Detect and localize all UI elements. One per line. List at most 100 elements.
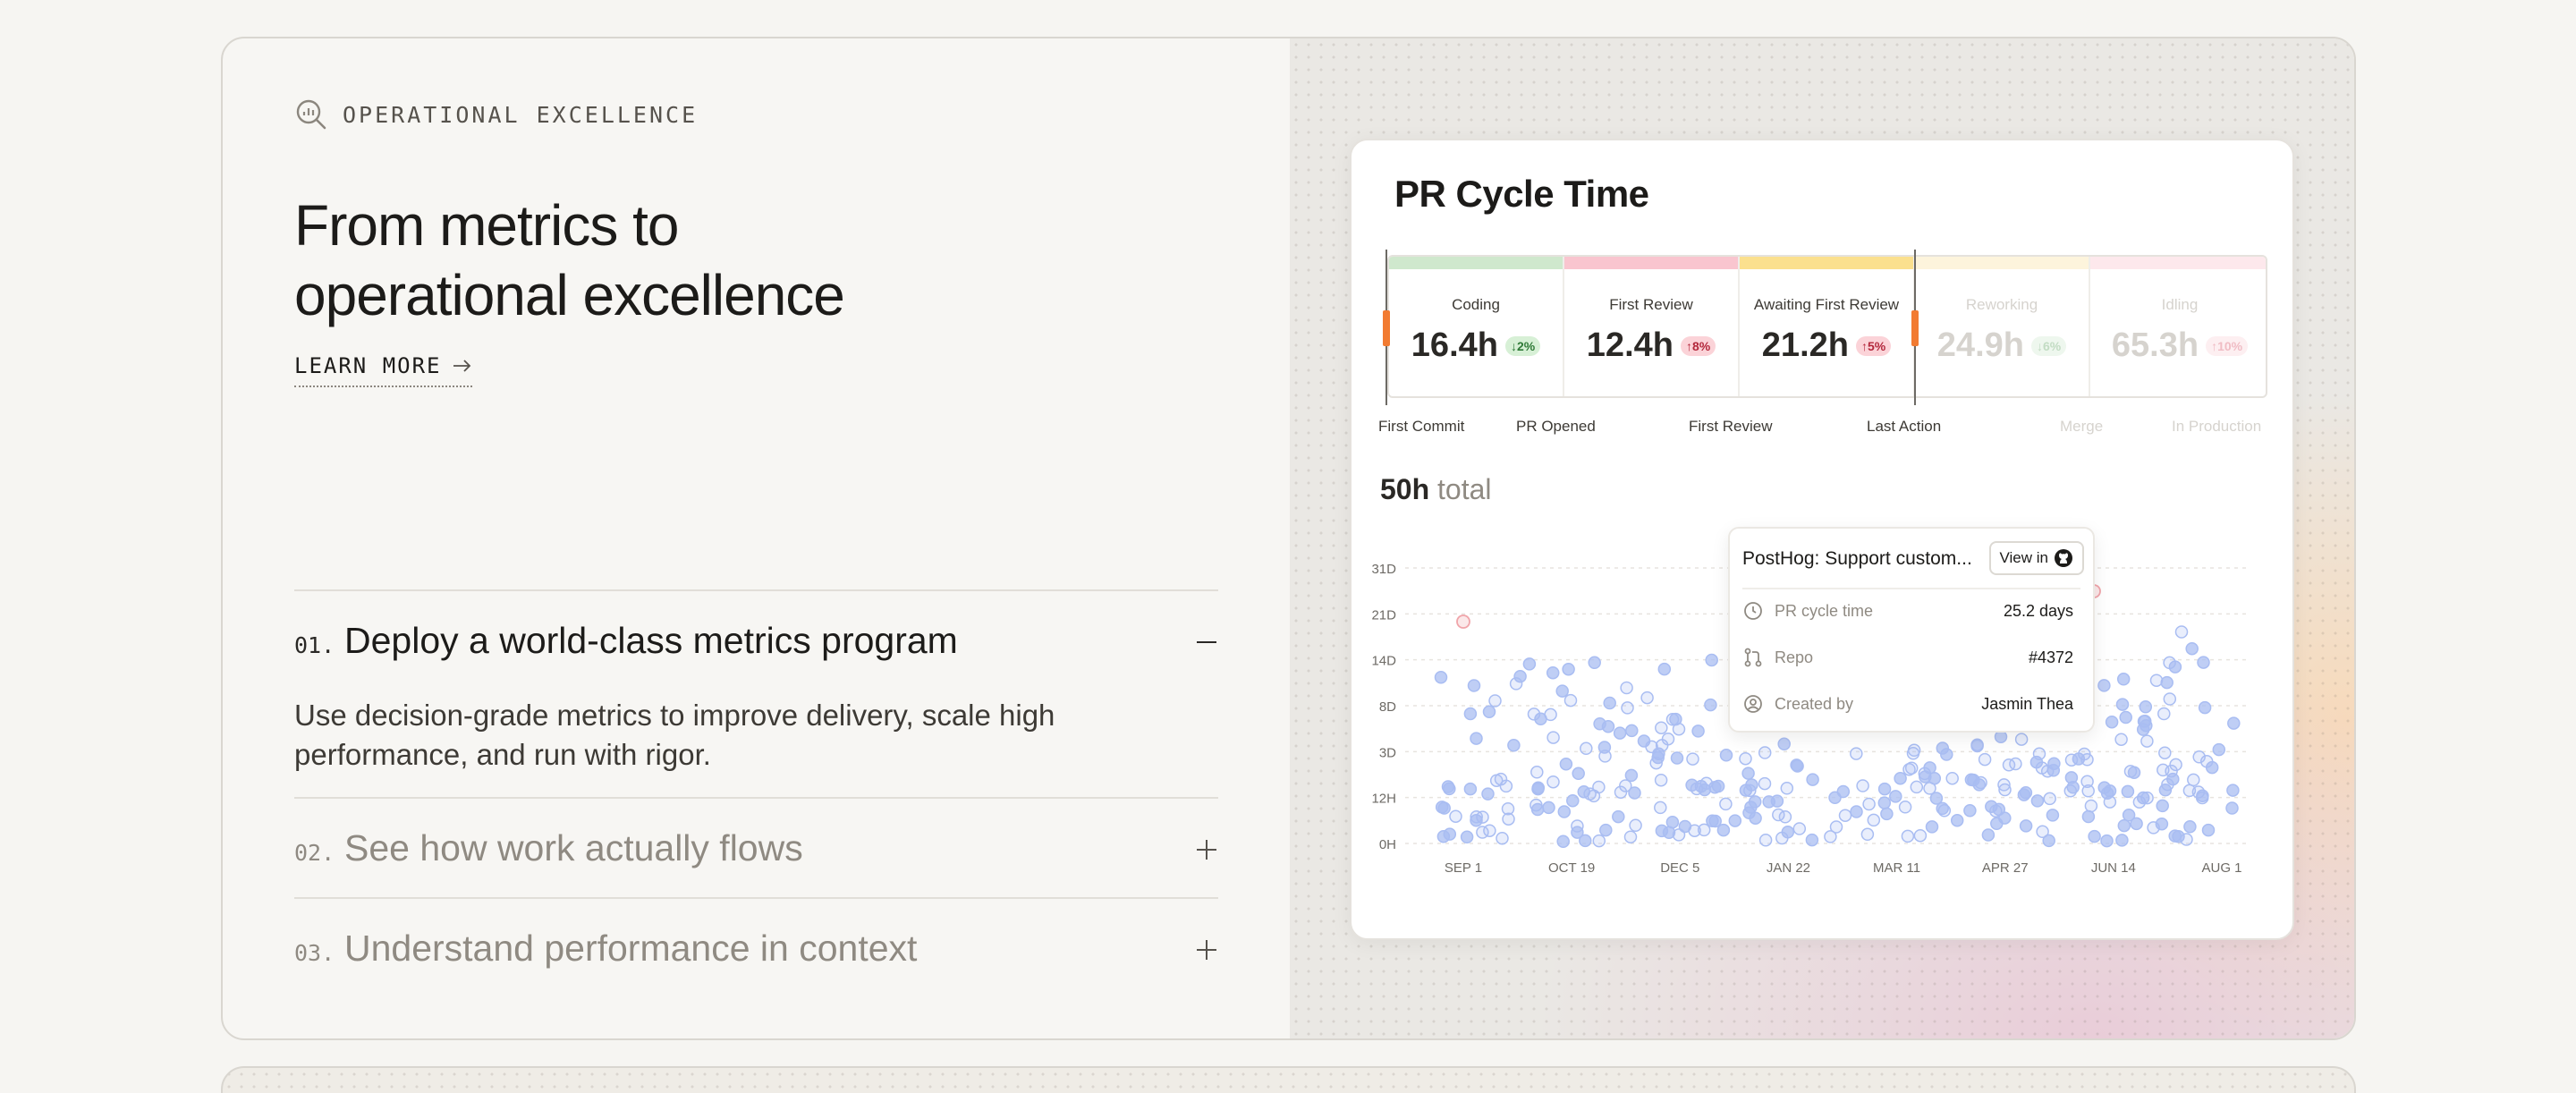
- pr-data-point[interactable]: [1862, 797, 1876, 811]
- pr-data-point[interactable]: [1728, 814, 1742, 827]
- pr-data-point[interactable]: [1850, 747, 1863, 760]
- pr-data-point[interactable]: [2100, 834, 2114, 848]
- pr-data-point[interactable]: [1704, 698, 1717, 712]
- pr-data-point[interactable]: [2117, 818, 2131, 833]
- pr-data-point[interactable]: [1612, 809, 1625, 824]
- pr-data-point[interactable]: [1470, 814, 1483, 827]
- minus-icon[interactable]: [1195, 631, 1218, 654]
- pr-data-point[interactable]: [1470, 732, 1483, 745]
- pr-data-point[interactable]: [1460, 830, 1474, 844]
- range-end-handle[interactable]: [1911, 310, 1919, 346]
- pr-data-point[interactable]: [1654, 773, 1668, 787]
- pr-data-point[interactable]: [1780, 782, 1794, 795]
- pr-data-point[interactable]: [1571, 826, 1584, 839]
- pr-data-point[interactable]: [2185, 641, 2199, 656]
- pr-data-point[interactable]: [1579, 834, 1592, 848]
- pr-data-point[interactable]: [1657, 662, 1672, 676]
- pr-data-point[interactable]: [2081, 784, 2095, 798]
- pr-data-point[interactable]: [1542, 801, 1555, 815]
- pr-data-point[interactable]: [1781, 826, 1795, 839]
- pr-data-point[interactable]: [2169, 758, 2182, 772]
- pr-data-point[interactable]: [1443, 827, 1457, 841]
- pr-data-point[interactable]: [1603, 696, 1616, 710]
- pr-data-point[interactable]: [1441, 780, 1455, 793]
- pr-data-point[interactable]: [1950, 813, 1964, 827]
- pr-data-point[interactable]: [2225, 801, 2239, 815]
- pr-data-point[interactable]: [1742, 806, 1756, 820]
- pr-data-point[interactable]: [1880, 807, 1894, 821]
- pr-data-point[interactable]: [2105, 715, 2119, 729]
- pr-data-point[interactable]: [2080, 753, 2094, 767]
- pr-data-point[interactable]: [1758, 746, 1772, 759]
- outlier-data-point[interactable]: [1456, 614, 1470, 629]
- pr-data-point[interactable]: [1711, 779, 1725, 793]
- pr-data-point[interactable]: [1580, 741, 1593, 756]
- pr-data-point[interactable]: [2140, 791, 2154, 805]
- pr-data-point[interactable]: [1546, 731, 1560, 744]
- pr-data-point[interactable]: [1435, 801, 1449, 814]
- pr-data-point[interactable]: [1945, 771, 1959, 785]
- pr-data-point[interactable]: [1592, 834, 1606, 848]
- pr-data-point[interactable]: [1614, 785, 1628, 799]
- pr-data-point[interactable]: [1913, 828, 1928, 843]
- pr-data-point[interactable]: [2002, 758, 2016, 772]
- pr-data-point[interactable]: [2119, 710, 2132, 724]
- pr-data-point[interactable]: [1649, 756, 1663, 770]
- pr-data-point[interactable]: [1877, 782, 1892, 796]
- pr-data-point[interactable]: [1555, 684, 1569, 698]
- pr-data-point[interactable]: [2163, 656, 2176, 670]
- pr-data-point[interactable]: [1613, 726, 1627, 740]
- pr-data-point[interactable]: [1566, 793, 1580, 808]
- pr-data-point[interactable]: [2157, 707, 2171, 721]
- pr-data-point[interactable]: [2163, 692, 2177, 706]
- pr-data-point[interactable]: [2174, 625, 2189, 639]
- pr-data-point[interactable]: [2032, 747, 2046, 761]
- pr-data-point[interactable]: [1778, 810, 1792, 824]
- accordion-header[interactable]: 03. Understand performance in context: [294, 928, 1218, 970]
- pr-data-point[interactable]: [1522, 657, 1537, 671]
- pr-data-point[interactable]: [1963, 804, 1977, 818]
- pr-data-point[interactable]: [1481, 787, 1495, 801]
- pr-data-point[interactable]: [1860, 827, 1875, 842]
- pr-data-point[interactable]: [1877, 796, 1892, 809]
- pr-data-point[interactable]: [1655, 824, 1669, 838]
- pr-data-point[interactable]: [1686, 752, 1699, 766]
- pr-data-point[interactable]: [2197, 656, 2210, 669]
- pr-data-point[interactable]: [2161, 777, 2174, 792]
- pr-data-point[interactable]: [1629, 818, 1642, 833]
- pr-data-point[interactable]: [2198, 700, 2212, 715]
- pr-data-point[interactable]: [1923, 782, 1936, 795]
- pr-data-point[interactable]: [1829, 820, 1843, 834]
- pr-data-point[interactable]: [1556, 835, 1570, 849]
- pr-data-point[interactable]: [1534, 712, 1547, 726]
- pr-data-point[interactable]: [2047, 757, 2061, 771]
- pr-data-point[interactable]: [1449, 809, 1462, 823]
- pr-data-point[interactable]: [1530, 798, 1543, 812]
- pr-data-point[interactable]: [1624, 768, 1639, 783]
- pr-data-point[interactable]: [1496, 831, 1509, 845]
- pr-data-point[interactable]: [1739, 784, 1753, 797]
- pr-data-point[interactable]: [1598, 750, 1612, 763]
- pr-data-point[interactable]: [2081, 809, 2096, 824]
- pr-data-point[interactable]: [2195, 791, 2209, 805]
- pr-data-point[interactable]: [2046, 809, 2060, 822]
- pr-data-point[interactable]: [1546, 665, 1560, 680]
- pr-data-point[interactable]: [2139, 700, 2153, 714]
- stage-awaiting-first-review[interactable]: Awaiting First Review 21.2h ↑5%: [1740, 257, 1915, 396]
- pr-data-point[interactable]: [1824, 830, 1837, 843]
- pr-data-point[interactable]: [1625, 724, 1639, 738]
- pr-data-point[interactable]: [1620, 681, 1633, 695]
- pr-data-point[interactable]: [1706, 814, 1719, 828]
- pr-data-point[interactable]: [1758, 776, 1772, 791]
- stage-idling[interactable]: Idling 65.3h ↑10%: [2090, 257, 2266, 396]
- pr-data-point[interactable]: [1507, 739, 1521, 752]
- pr-data-point[interactable]: [1792, 822, 1807, 835]
- pr-data-point[interactable]: [1748, 795, 1762, 809]
- pr-data-point[interactable]: [2084, 799, 2098, 813]
- pr-data-point[interactable]: [1463, 782, 1478, 796]
- pr-data-point[interactable]: [1645, 740, 1658, 754]
- pr-data-point[interactable]: [1719, 797, 1733, 811]
- pr-data-point[interactable]: [1467, 679, 1481, 692]
- pr-data-point[interactable]: [1628, 786, 1641, 800]
- pr-data-point[interactable]: [1601, 720, 1615, 733]
